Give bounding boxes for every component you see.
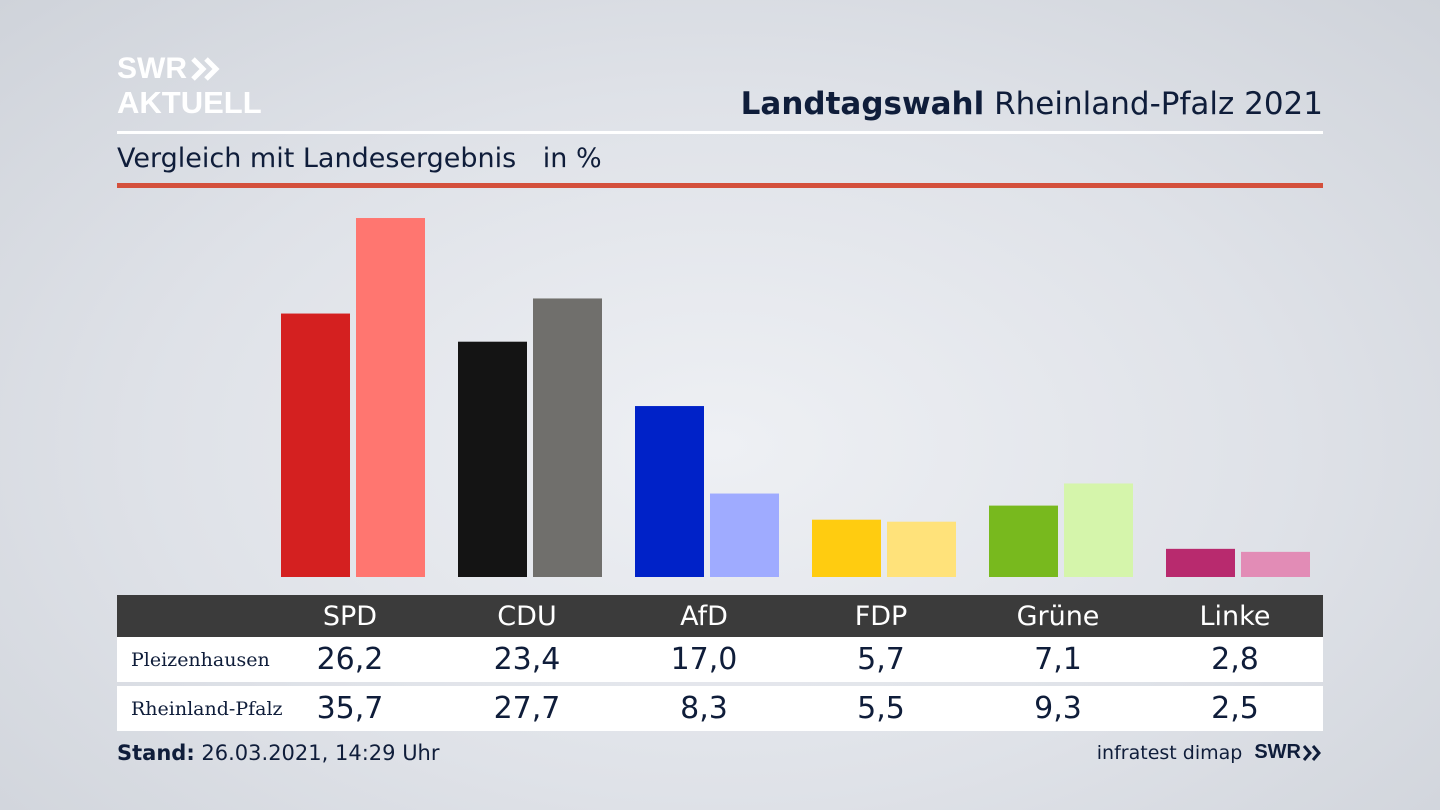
row-label: Rheinland-Pfalz [131,697,283,720]
page-title: Landtagswahl Rheinland-Pfalz 2021 [741,86,1323,122]
bar-grne-local [989,505,1058,577]
title-bold: Landtagswahl [740,86,985,122]
bar-linke-local [1166,548,1235,577]
header-cell-afd: AfD [680,600,728,632]
header-cell-cdu: CDU [497,600,557,632]
bar-cdu-local [458,341,527,577]
table-cell: 17,0 [670,642,738,677]
header-cell-spd: SPD [322,600,378,632]
subtitle-text: Vergleich mit Landesergebnis [117,143,517,174]
table-row: Pleizenhausen 26,2 23,4 17,0 5,7 7,1 2,8 [117,637,1323,682]
header-cell-linke: Linke [1199,600,1271,632]
table-cell: 9,3 [1034,691,1082,726]
stand-value: 26.03.2021, 14:29 Uhr [201,741,440,765]
table-cell: 5,7 [857,642,905,677]
double-chevron-icon [191,57,220,81]
table-cell: 2,5 [1211,691,1259,726]
subtitle-unit: in % [542,143,602,174]
row-label: Pleizenhausen [131,648,270,671]
bar-grne-state [1064,483,1133,577]
source-name: infratest dimap [1096,741,1243,764]
stand-label: Stand: [117,741,195,765]
table-cell: 2,8 [1211,642,1259,677]
table-header-row: SPD CDU AfD FDP Grüne Linke [117,595,1323,637]
bar-afd-state [710,493,779,577]
table-cell: 5,5 [857,691,905,726]
table-cell: 23,4 [493,642,561,677]
table-cell: 26,2 [316,642,384,677]
double-chevron-icon [1303,744,1321,761]
bar-spd-local [281,313,350,577]
table-cell: 7,1 [1034,642,1082,677]
swr-aktuell-logo: SWR AKTUELL [117,52,262,120]
bar-chart [281,218,1310,577]
table-cell: 35,7 [316,691,384,726]
header-cell-gruene: Grüne [1016,600,1100,632]
table-row: Rheinland-Pfalz 35,7 27,7 8,3 5,5 9,3 2,… [117,686,1323,731]
bar-linke-state [1241,551,1310,577]
logo-line1: SWR [117,52,187,85]
header-divider [117,131,1323,134]
bar-spd-state [356,218,425,577]
accent-rule [117,183,1323,188]
brand-text: SWR [1254,741,1301,763]
title-rest: Rheinland-Pfalz 2021 [994,86,1323,122]
bar-fdp-state [887,521,956,577]
source-credit: infratest dimap SWR [1097,741,1323,764]
swr-brand: SWR [1254,741,1323,764]
chart-subtitle: Vergleich mit Landesergebnis in % [117,143,602,174]
table-cell: 27,7 [493,691,561,726]
bar-cdu-state [533,298,602,577]
logo-line2: AKTUELL [117,85,262,120]
table-cell: 8,3 [680,691,728,726]
timestamp: Stand: 26.03.2021, 14:29 Uhr [117,741,440,765]
header-cell-fdp: FDP [854,600,908,632]
results-table: SPD CDU AfD FDP Grüne Linke Pleizenhause… [117,595,1323,731]
bar-fdp-local [812,519,881,577]
bar-afd-local [635,406,704,577]
